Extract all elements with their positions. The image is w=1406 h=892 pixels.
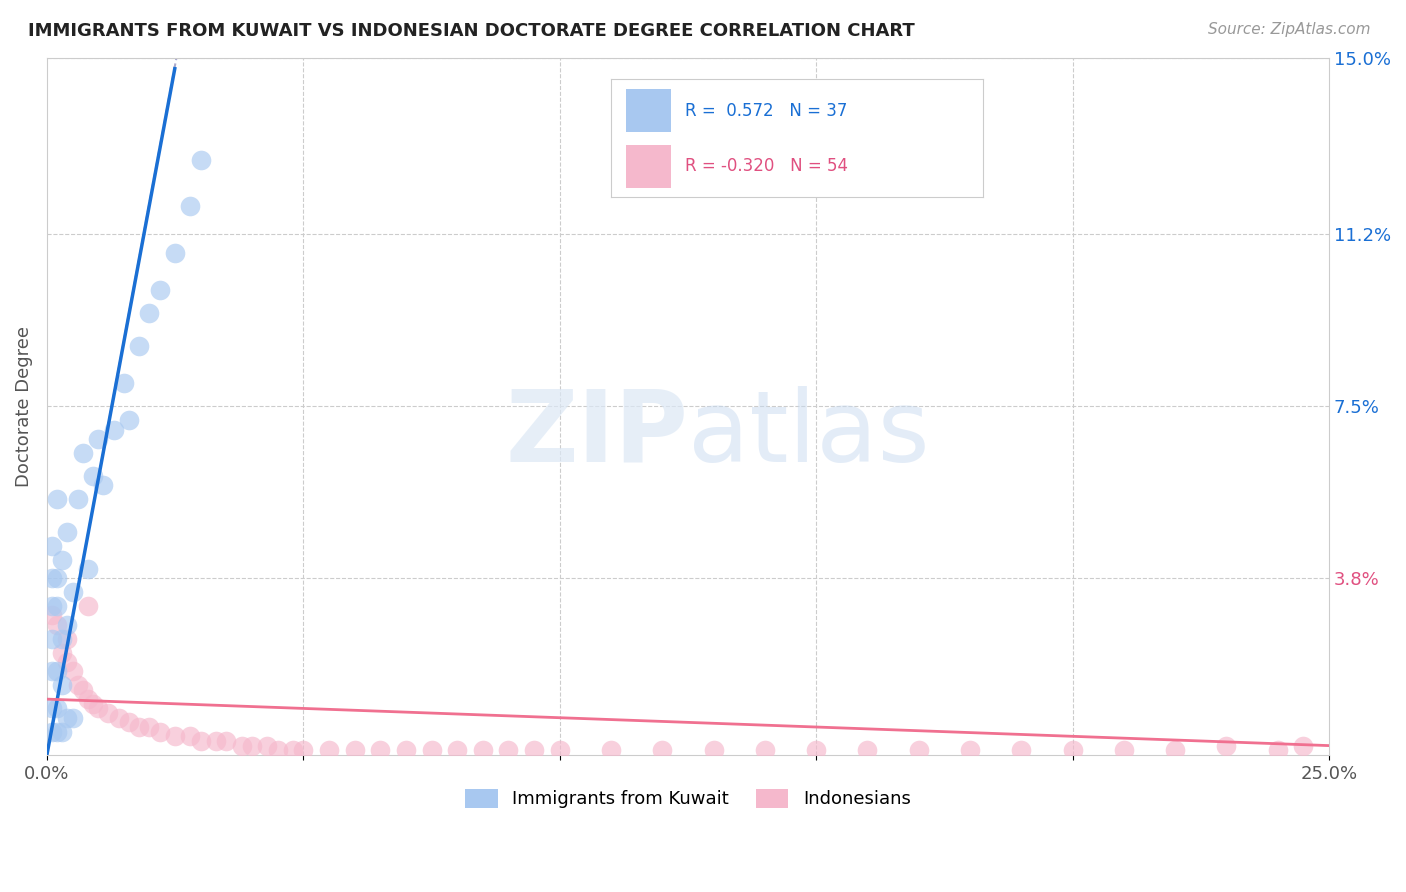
Point (138, 720, 160, 734)
Point (651, 743, 673, 757)
Point (41, 724, 63, 739)
Point (1112, 743, 1135, 757)
Point (149, 724, 172, 739)
Point (118, 715, 141, 730)
Point (103, 423, 125, 437)
Point (128, 720, 150, 734)
Point (56, 617, 79, 632)
Point (41, 571, 63, 585)
Point (523, 743, 546, 757)
Point (46, 617, 69, 632)
Point (190, 153, 212, 167)
Point (62, 585, 84, 599)
Point (41, 539, 63, 553)
Point (368, 743, 391, 757)
Point (77, 599, 100, 614)
Point (498, 743, 520, 757)
Point (343, 743, 366, 757)
Point (51, 678, 73, 692)
Point (600, 743, 623, 757)
Point (165, 729, 187, 743)
Point (77, 562, 100, 576)
Point (51, 724, 73, 739)
Legend: Immigrants from Kuwait, Indonesians: Immigrants from Kuwait, Indonesians (458, 781, 918, 815)
Point (420, 743, 443, 757)
Point (41, 632, 63, 646)
Text: Source: ZipAtlas.com: Source: ZipAtlas.com (1208, 22, 1371, 37)
Point (41, 665, 63, 679)
Point (128, 339, 150, 353)
Point (56, 711, 79, 725)
Point (395, 743, 418, 757)
Point (292, 743, 315, 757)
Point (907, 743, 929, 757)
Point (46, 665, 69, 679)
Point (1215, 739, 1237, 753)
Point (231, 739, 253, 753)
Point (72, 446, 94, 460)
Point (112, 376, 135, 390)
Point (118, 413, 141, 427)
Point (1164, 743, 1187, 757)
Point (471, 743, 494, 757)
Point (959, 743, 981, 757)
Point (804, 743, 827, 757)
Point (548, 743, 571, 757)
Point (215, 734, 238, 748)
Point (66, 492, 89, 507)
Point (56, 655, 79, 669)
Point (856, 743, 879, 757)
Point (46, 599, 69, 614)
Point (179, 729, 201, 743)
Point (97, 706, 120, 720)
Point (41, 608, 63, 623)
Point (46, 701, 69, 715)
Point (256, 739, 278, 753)
Point (46, 571, 69, 585)
Point (56, 524, 79, 539)
Text: ZIP: ZIP (505, 385, 688, 483)
Point (107, 711, 129, 725)
Point (446, 743, 468, 757)
Point (46, 492, 69, 507)
Point (82, 697, 104, 711)
Point (82, 469, 104, 483)
Point (87, 701, 110, 715)
Point (266, 743, 288, 757)
Y-axis label: Doctorate Degree: Doctorate Degree (15, 326, 32, 487)
Point (62, 711, 84, 725)
Point (281, 743, 304, 757)
Point (1010, 743, 1032, 757)
Point (51, 646, 73, 660)
Point (72, 682, 94, 697)
Point (46, 724, 69, 739)
Point (87, 432, 110, 446)
Point (205, 734, 228, 748)
Point (62, 665, 84, 679)
Point (165, 246, 187, 260)
Point (1267, 743, 1289, 757)
Point (41, 599, 63, 614)
Point (1062, 743, 1084, 757)
Point (179, 199, 201, 213)
Point (56, 632, 79, 646)
Point (51, 552, 73, 566)
Point (66, 678, 89, 692)
Point (51, 632, 73, 646)
Point (149, 283, 172, 297)
Point (41, 701, 63, 715)
Point (138, 306, 160, 320)
Point (91, 478, 114, 492)
Point (703, 743, 725, 757)
Point (754, 743, 776, 757)
Point (318, 743, 340, 757)
Point (240, 739, 263, 753)
Point (77, 692, 100, 706)
Point (190, 734, 212, 748)
Text: IMMIGRANTS FROM KUWAIT VS INDONESIAN DOCTORATE DEGREE CORRELATION CHART: IMMIGRANTS FROM KUWAIT VS INDONESIAN DOC… (28, 22, 915, 40)
Point (1292, 739, 1315, 753)
Text: atlas: atlas (688, 385, 929, 483)
